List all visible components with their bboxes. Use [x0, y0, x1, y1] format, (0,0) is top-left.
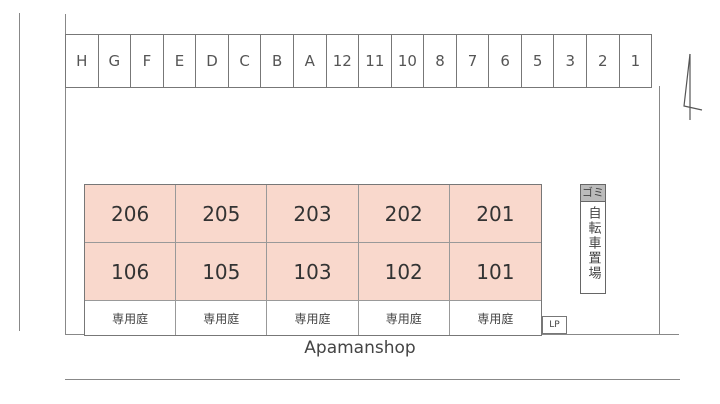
parking-space: B — [261, 35, 294, 87]
unit-room: 105 — [176, 243, 268, 301]
parking-space: 11 — [359, 35, 392, 87]
parking-space: C — [229, 35, 262, 87]
private-garden: 専用庭 — [449, 301, 541, 335]
north-arrow-icon — [683, 53, 703, 120]
building-units: 206 205 203 202 201 106 105 103 102 101 専用庭 専用庭 専用庭専… — [84, 184, 542, 336]
parking-space: D — [196, 35, 229, 87]
parking-space: 12 — [327, 35, 360, 87]
brand-watermark: Apamanshop — [304, 338, 416, 358]
site-boundary-right — [659, 86, 660, 335]
bicycle-parking-label: 自転車置場 — [585, 206, 601, 281]
parking-space: 7 — [457, 35, 490, 87]
unit-room: 201 — [449, 185, 541, 243]
unit-room: 101 — [449, 243, 541, 301]
unit-room: 103 — [267, 243, 359, 301]
site-boundary-left — [65, 14, 66, 334]
parking-space: 8 — [424, 35, 457, 87]
lp-gas-box: LP — [542, 316, 567, 334]
private-garden: 専用庭 — [85, 301, 177, 335]
parking-space: A — [294, 35, 327, 87]
private-garden: 専用庭 — [267, 301, 359, 335]
unit-room: 205 — [176, 185, 268, 243]
private-garden: 専用庭 — [358, 301, 450, 335]
parking-space: F — [131, 35, 164, 87]
parking-space: 10 — [392, 35, 425, 87]
parking-space: G — [99, 35, 132, 87]
parking-space: E — [164, 35, 197, 87]
unit-room: 206 — [85, 185, 177, 243]
parking-space: 3 — [554, 35, 587, 87]
parking-space: H — [65, 35, 99, 87]
unit-room: 102 — [358, 243, 450, 301]
garbage-label: ゴミ — [581, 185, 605, 202]
unit-room: 202 — [358, 185, 450, 243]
parking-space: 6 — [489, 35, 522, 87]
road-line-bottom — [65, 379, 680, 380]
road-line-left — [19, 13, 20, 331]
parking-space: 1 — [620, 35, 653, 87]
parking-space: 2 — [587, 35, 620, 87]
unit-room: 106 — [85, 243, 177, 301]
parking-space: 5 — [522, 35, 555, 87]
private-garden: 専用庭 — [176, 301, 268, 335]
parking-row: H G F E D C B A 12 11 10 8 7 6 5 3 2 1 — [65, 34, 653, 88]
unit-room: 203 — [267, 185, 359, 243]
bicycle-parking: ゴミ 自転車置場 — [580, 184, 606, 294]
